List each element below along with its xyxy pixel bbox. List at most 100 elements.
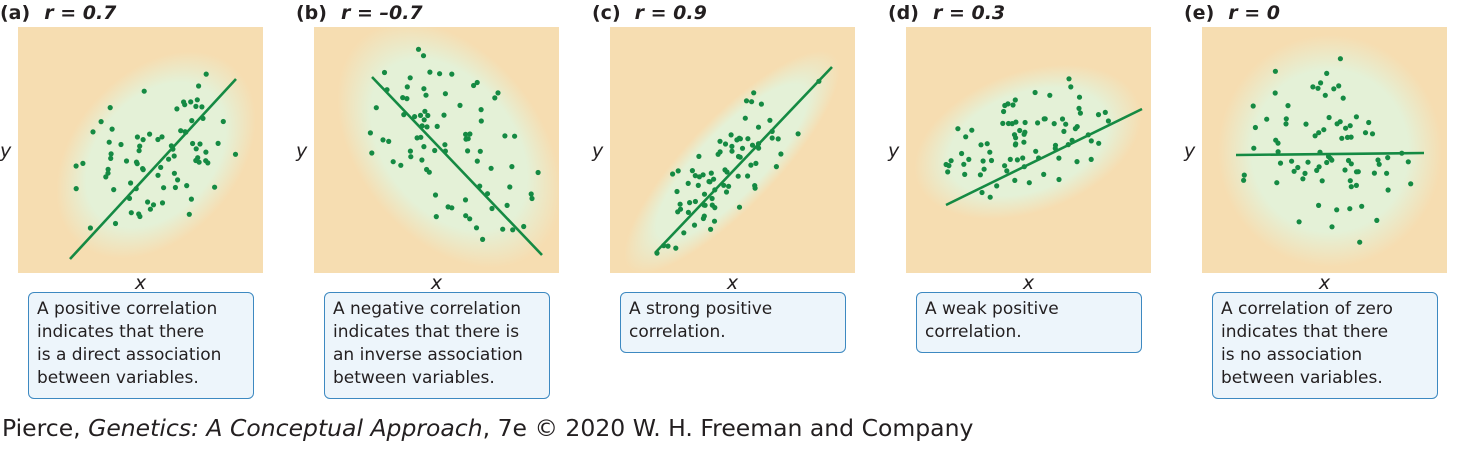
data-point — [1251, 145, 1257, 151]
data-point — [232, 151, 239, 157]
data-point — [1302, 170, 1308, 176]
data-point — [1353, 182, 1359, 188]
data-point — [175, 177, 181, 183]
data-point — [955, 126, 961, 132]
data-point — [1010, 102, 1016, 108]
data-point — [478, 107, 484, 113]
data-point — [1339, 135, 1345, 141]
data-point — [155, 136, 161, 143]
data-point — [758, 101, 764, 107]
data-point — [473, 225, 480, 231]
data-point — [1362, 130, 1369, 136]
data-point — [767, 117, 773, 123]
data-point — [420, 53, 427, 59]
data-point — [421, 86, 427, 92]
data-point — [1264, 116, 1270, 122]
data-point — [1068, 84, 1074, 90]
caption-line: A positive correlation — [37, 299, 218, 319]
data-point — [488, 165, 494, 171]
data-point — [108, 151, 114, 157]
data-point — [398, 162, 404, 168]
x-axis-label: x — [1318, 272, 1331, 294]
data-point — [427, 69, 433, 75]
data-point — [134, 161, 140, 167]
data-point — [407, 75, 413, 81]
scatter-plot — [56, 51, 256, 260]
data-point — [1059, 116, 1066, 122]
data-point — [215, 140, 221, 146]
data-point — [1353, 169, 1360, 175]
panel-title: (d) r = 0.3 — [888, 0, 1005, 26]
data-point — [1359, 203, 1365, 209]
data-point — [745, 173, 751, 179]
data-point — [1102, 109, 1108, 115]
data-point — [959, 150, 965, 157]
data-point — [945, 169, 951, 175]
caption-line: is no association — [1221, 345, 1363, 365]
data-point — [417, 112, 424, 118]
caption-line: between variables. — [333, 368, 495, 388]
caption-box: A weak positive correlation. — [916, 292, 1142, 353]
data-point — [980, 158, 986, 164]
x-axis-label: x — [726, 272, 739, 294]
scatter-panel: (b) r = –0.7 y x A negative correlation indic… — [296, 0, 576, 410]
caption-line: is a direct association — [37, 345, 222, 365]
caption-line: between variables. — [37, 368, 199, 388]
data-point — [140, 137, 146, 143]
data-point — [1275, 149, 1281, 155]
data-point — [528, 191, 534, 197]
data-point — [979, 189, 985, 196]
data-point — [181, 99, 187, 105]
data-point — [174, 106, 180, 112]
data-point — [412, 114, 418, 120]
data-point — [188, 196, 194, 202]
caption-line: correlation. — [925, 322, 1022, 342]
data-point — [711, 176, 717, 182]
data-point — [1384, 170, 1390, 176]
data-point — [962, 171, 968, 177]
data-point — [73, 163, 79, 169]
data-point — [1337, 119, 1343, 125]
data-point — [1056, 155, 1062, 161]
data-point — [1272, 90, 1278, 96]
caption-line: A negative correlation — [333, 299, 522, 319]
data-point — [495, 90, 501, 96]
data-point — [1283, 121, 1289, 127]
data-point — [535, 169, 541, 176]
data-point — [685, 180, 691, 186]
data-point — [1277, 160, 1284, 166]
data-point — [1021, 131, 1027, 137]
data-point — [465, 136, 471, 142]
caption-line: indicates that there — [1221, 322, 1389, 342]
caption-box: A positive correlation indicates that the… — [28, 292, 254, 399]
data-point — [80, 160, 86, 166]
data-point — [1250, 103, 1256, 109]
data-point — [159, 200, 166, 206]
data-point — [467, 216, 473, 222]
data-point — [381, 69, 388, 76]
data-point — [380, 137, 386, 143]
data-point — [769, 135, 775, 141]
data-point — [205, 160, 211, 166]
data-point — [105, 166, 111, 172]
data-point — [1327, 155, 1333, 161]
credit-book-title: Genetics: A Conceptual Approach — [88, 414, 483, 442]
point-cloud-ellipse — [56, 51, 256, 259]
data-point — [1072, 126, 1078, 132]
point-cloud-ellipse — [1218, 35, 1442, 267]
data-point — [1348, 134, 1354, 140]
data-point — [1041, 171, 1047, 177]
caption-box: A strong positive correlation. — [620, 292, 846, 353]
data-point — [724, 169, 730, 175]
panel-title: (a) r = 0.7 — [0, 0, 116, 26]
data-point — [147, 131, 153, 137]
caption-line: between variables. — [1221, 368, 1383, 388]
correlation-value: r = 0.7 — [44, 2, 117, 24]
data-point — [692, 173, 698, 179]
data-point — [948, 158, 954, 164]
data-point — [1324, 159, 1330, 166]
data-point — [1088, 138, 1094, 144]
data-point — [134, 134, 140, 140]
panel-title: (e) r = 0 — [1184, 0, 1280, 26]
data-point — [749, 99, 755, 105]
